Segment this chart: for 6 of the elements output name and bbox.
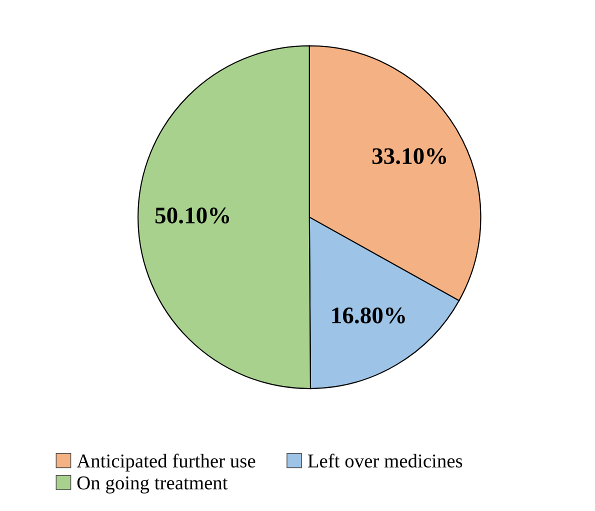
data-label: 33.10% — [372, 148, 446, 164]
legend-label: Left over medicines — [308, 454, 462, 468]
legend-label: On going treatment — [77, 476, 228, 494]
data-label: 50.10% — [155, 208, 230, 224]
legend-label: Anticipated further use — [76, 454, 256, 472]
data-label: 16.80% — [332, 307, 405, 324]
